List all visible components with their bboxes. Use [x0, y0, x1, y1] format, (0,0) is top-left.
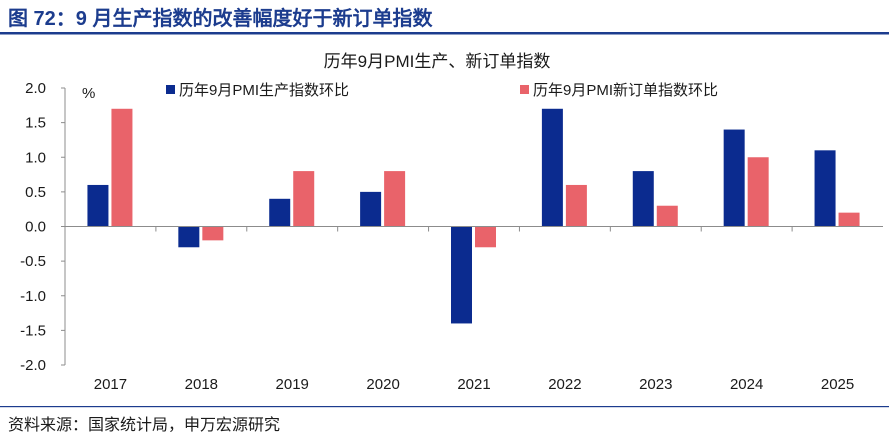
legend-swatch-new-orders — [520, 85, 529, 94]
y-tick-label: 2.0 — [25, 80, 46, 97]
y-tick-label: -0.5 — [20, 253, 46, 270]
bar-series-2-2020 — [384, 171, 406, 227]
bar-series-2-2024 — [747, 157, 769, 227]
x-tick-label: 2017 — [94, 376, 127, 393]
y-tick-label: 0.5 — [25, 184, 46, 201]
bar-series-2-2017 — [111, 108, 133, 227]
legend-item-new-orders: 历年9月PMI新订单指数环比 — [520, 82, 718, 99]
bar-series-1-2024 — [723, 129, 745, 227]
bar-series-1-2019 — [269, 198, 291, 227]
bar-series-2-2023 — [656, 205, 678, 227]
footer-divider — [0, 406, 889, 408]
y-tick-label: 1.0 — [25, 149, 46, 166]
chart-title: 历年9月PMI生产、新订单指数 — [324, 52, 551, 71]
bar-series-1-2022 — [541, 108, 563, 227]
y-tick-label: 1.5 — [25, 115, 46, 132]
y-tick-label: -2.0 — [20, 357, 46, 374]
x-tick-label: 2020 — [366, 376, 399, 393]
bar-series-1-2017 — [87, 184, 109, 227]
y-axis-unit: % — [82, 85, 95, 102]
legend-item-production: 历年9月PMI生产指数环比 — [166, 82, 349, 99]
bar-series-1-2025 — [814, 150, 836, 227]
legend-label-production: 历年9月PMI生产指数环比 — [179, 82, 349, 99]
legend-label-new-orders: 历年9月PMI新订单指数环比 — [533, 82, 718, 99]
x-tick-label: 2018 — [185, 376, 218, 393]
y-tick-label: -1.5 — [20, 322, 46, 339]
bar-series-2-2022 — [565, 184, 587, 227]
plot-area: 2.0 1.5 1.0 0.5 0.0 -0.5 -1.0 -1.5 -2.0 2017 2018 2… — [20, 80, 883, 393]
x-tick-label: 2023 — [639, 376, 672, 393]
legend: 历年9月PMI生产指数环比 历年9月PMI新订单指数环比 — [166, 82, 718, 99]
bar-series-2-2019 — [293, 171, 315, 227]
page-title: 图 72：9 月生产指数的改善幅度好于新订单指数 — [8, 6, 433, 30]
source-note: 资料来源：国家统计局，申万宏源研究 — [8, 416, 280, 434]
bar-series-1-2021 — [451, 226, 472, 324]
x-tick-label: 2019 — [276, 376, 309, 393]
x-tick-label: 2025 — [821, 376, 854, 393]
x-tick-label: 2022 — [548, 376, 581, 393]
x-tick-label: 2024 — [730, 376, 763, 393]
header-divider — [0, 32, 889, 35]
bar-series-2-2025 — [838, 212, 860, 227]
bar-series-1-2020 — [360, 191, 382, 227]
x-tick-label: 2021 — [457, 376, 490, 393]
legend-swatch-production — [166, 85, 175, 94]
bar-series-2-2018 — [202, 226, 224, 241]
bar-series-1-2018 — [178, 226, 200, 248]
bar-series-1-2023 — [632, 171, 654, 227]
y-tick-label: 0.0 — [25, 219, 46, 236]
bar-series-2-2021 — [475, 226, 496, 248]
y-tick-label: -1.0 — [20, 288, 46, 305]
